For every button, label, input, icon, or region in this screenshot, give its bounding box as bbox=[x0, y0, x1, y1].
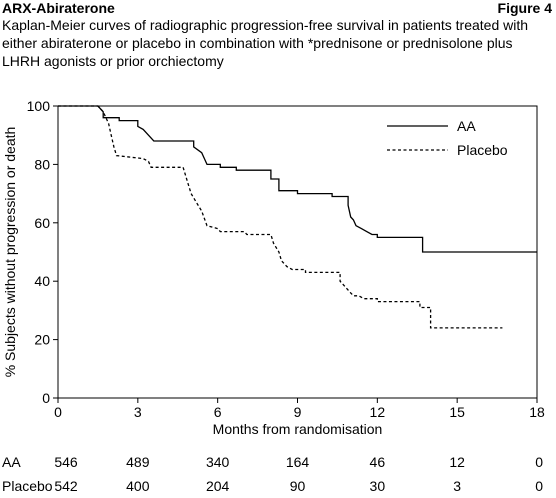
figure-label: Figure 4 bbox=[497, 0, 552, 16]
y-tick-label: 60 bbox=[34, 215, 50, 231]
legend-label-aa: AA bbox=[457, 118, 476, 134]
x-axis-label: Months from randomisation bbox=[213, 421, 383, 437]
y-axis-label: % Subjects without progression or death bbox=[2, 127, 18, 378]
x-tick-label: 6 bbox=[214, 404, 222, 420]
x-tick-label: 3 bbox=[134, 404, 142, 420]
at-risk-value: 12 bbox=[449, 454, 465, 470]
series-line-placebo bbox=[58, 105, 503, 329]
at-risk-value: 90 bbox=[290, 478, 306, 494]
chart-subtitle: Kaplan-Meier curves of radiographic prog… bbox=[2, 17, 529, 69]
x-tick-label: 12 bbox=[370, 404, 386, 420]
at-risk-value: 46 bbox=[370, 454, 386, 470]
x-tick-label: 18 bbox=[529, 404, 545, 420]
x-tick-label: 9 bbox=[294, 404, 302, 420]
at-risk-value: 546 bbox=[54, 454, 78, 470]
at-risk-value: 340 bbox=[206, 454, 230, 470]
at-risk-value: 0 bbox=[535, 454, 543, 470]
at-risk-value: 3 bbox=[453, 478, 461, 494]
y-tick-label: 20 bbox=[34, 332, 50, 348]
series-line-aa bbox=[58, 105, 537, 253]
at-risk-row-label: Placebo bbox=[2, 478, 53, 494]
at-risk-row-label: AA bbox=[2, 454, 21, 470]
y-tick-label: 40 bbox=[34, 273, 50, 289]
y-tick-label: 80 bbox=[34, 156, 50, 172]
y-tick-label: 0 bbox=[42, 390, 50, 406]
chart-legend: AA Placebo bbox=[387, 118, 508, 158]
at-risk-value: 204 bbox=[206, 478, 230, 494]
at-risk-value: 0 bbox=[535, 478, 543, 494]
chart-curves bbox=[58, 105, 537, 329]
x-tick-label: 15 bbox=[449, 404, 465, 420]
chart-axes: 0 3 6 9 12 15 18 0 20 40 60 80 100 Months from random… bbox=[2, 98, 545, 437]
x-tick-label: 0 bbox=[54, 404, 62, 420]
legend-label-placebo: Placebo bbox=[457, 142, 508, 158]
at-risk-value: 542 bbox=[54, 478, 78, 494]
at-risk-value: 164 bbox=[286, 454, 310, 470]
at-risk-value: 30 bbox=[370, 478, 386, 494]
at-risk-value: 489 bbox=[126, 454, 150, 470]
at-risk-value: 400 bbox=[126, 478, 150, 494]
y-tick-label: 100 bbox=[27, 98, 51, 114]
header-title: ARX-Abiraterone bbox=[2, 0, 115, 16]
